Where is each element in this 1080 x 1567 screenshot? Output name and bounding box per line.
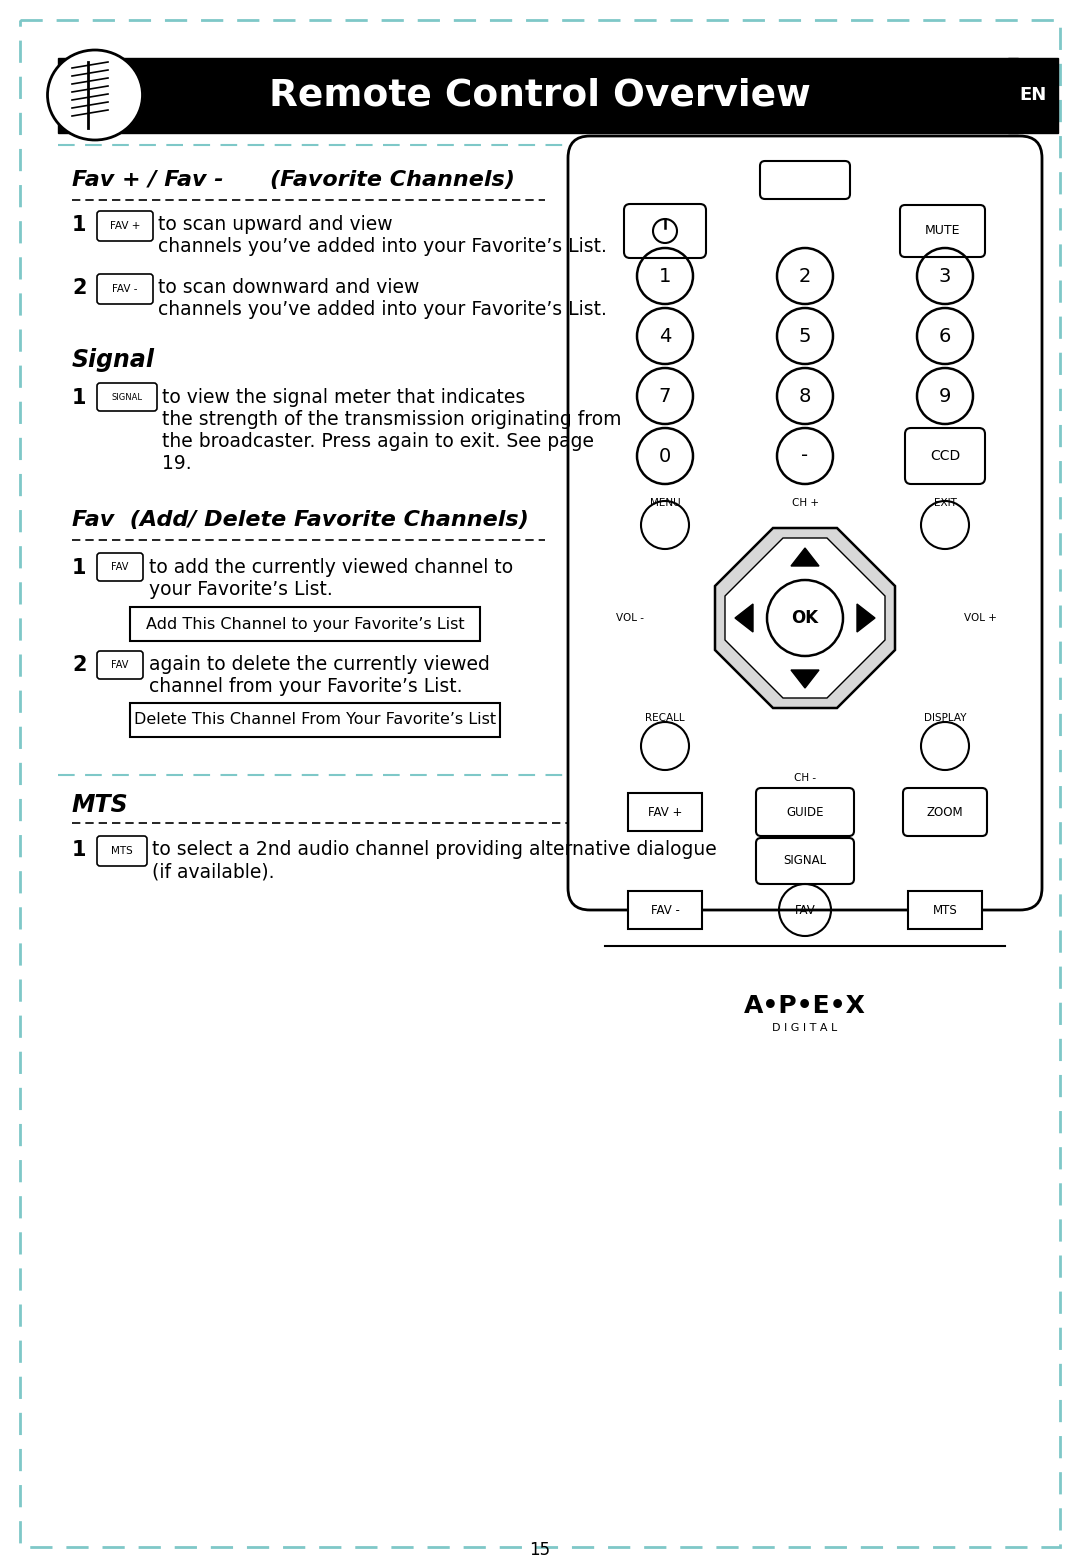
Text: MENU: MENU bbox=[650, 498, 680, 508]
FancyBboxPatch shape bbox=[97, 382, 157, 411]
Text: MTS: MTS bbox=[111, 846, 133, 856]
Polygon shape bbox=[791, 671, 819, 688]
Text: 7: 7 bbox=[659, 387, 671, 406]
Text: Fav + / Fav -      (Favorite Channels): Fav + / Fav - (Favorite Channels) bbox=[72, 169, 515, 190]
Text: to scan upward and view
channels you’ve added into your Favorite’s List.: to scan upward and view channels you’ve … bbox=[158, 215, 607, 255]
FancyBboxPatch shape bbox=[97, 274, 153, 304]
FancyBboxPatch shape bbox=[97, 837, 147, 867]
Bar bbox=[58, 58, 1018, 133]
Text: to select a 2nd audio channel providing alternative dialogue
(if available).: to select a 2nd audio channel providing … bbox=[152, 840, 717, 881]
Text: SIGNAL: SIGNAL bbox=[111, 392, 143, 401]
Text: 2: 2 bbox=[72, 277, 86, 298]
FancyBboxPatch shape bbox=[21, 20, 1059, 1547]
Text: FAV -: FAV - bbox=[650, 904, 679, 917]
Text: ZOOM: ZOOM bbox=[927, 805, 963, 818]
FancyBboxPatch shape bbox=[568, 136, 1042, 910]
Text: VOL -: VOL - bbox=[616, 613, 644, 624]
Text: OK: OK bbox=[792, 610, 819, 627]
Text: CH +: CH + bbox=[792, 498, 819, 508]
Text: 1: 1 bbox=[72, 558, 86, 578]
Text: again to delete the currently viewed
channel from your Favorite’s List.: again to delete the currently viewed cha… bbox=[149, 655, 490, 696]
Text: Delete This Channel From Your Favorite’s List: Delete This Channel From Your Favorite’s… bbox=[134, 713, 496, 727]
Text: 15: 15 bbox=[529, 1540, 551, 1559]
FancyBboxPatch shape bbox=[97, 212, 153, 241]
Text: 2: 2 bbox=[72, 655, 86, 675]
Ellipse shape bbox=[48, 50, 143, 139]
Text: 9: 9 bbox=[939, 387, 951, 406]
Text: Signal: Signal bbox=[72, 348, 156, 371]
Text: EXIT: EXIT bbox=[933, 498, 957, 508]
FancyBboxPatch shape bbox=[905, 428, 985, 484]
Text: FAV: FAV bbox=[111, 563, 129, 572]
Text: 6: 6 bbox=[939, 326, 951, 345]
Text: MUTE: MUTE bbox=[926, 224, 961, 238]
FancyBboxPatch shape bbox=[627, 892, 702, 929]
FancyBboxPatch shape bbox=[97, 553, 143, 581]
Text: 0: 0 bbox=[659, 447, 671, 465]
Circle shape bbox=[767, 580, 843, 657]
Polygon shape bbox=[735, 603, 753, 632]
Text: EN: EN bbox=[1020, 86, 1047, 103]
Text: 4: 4 bbox=[659, 326, 671, 345]
Text: FAV +: FAV + bbox=[648, 805, 683, 818]
FancyBboxPatch shape bbox=[130, 606, 480, 641]
Text: FAV -: FAV - bbox=[112, 284, 138, 295]
Text: VOL +: VOL + bbox=[963, 613, 997, 624]
Text: A•P•E•X: A•P•E•X bbox=[744, 993, 866, 1019]
Text: 1: 1 bbox=[72, 215, 86, 235]
Text: to scan downward and view
channels you’ve added into your Favorite’s List.: to scan downward and view channels you’v… bbox=[158, 277, 607, 320]
Polygon shape bbox=[791, 548, 819, 566]
Text: 1: 1 bbox=[659, 266, 671, 285]
Text: MTS: MTS bbox=[72, 793, 129, 816]
FancyBboxPatch shape bbox=[97, 650, 143, 679]
Text: CCD: CCD bbox=[930, 450, 960, 462]
Text: D I G I T A L: D I G I T A L bbox=[772, 1023, 838, 1033]
Text: 2: 2 bbox=[799, 266, 811, 285]
Text: to add the currently viewed channel to
your Favorite’s List.: to add the currently viewed channel to y… bbox=[149, 558, 513, 599]
FancyBboxPatch shape bbox=[900, 205, 985, 257]
Text: FAV +: FAV + bbox=[110, 221, 140, 230]
FancyBboxPatch shape bbox=[624, 204, 706, 259]
FancyBboxPatch shape bbox=[756, 838, 854, 884]
Polygon shape bbox=[858, 603, 875, 632]
Text: MTS: MTS bbox=[933, 904, 957, 917]
Bar bbox=[1008, 58, 1058, 133]
FancyBboxPatch shape bbox=[130, 704, 500, 736]
Text: 1: 1 bbox=[72, 389, 86, 407]
Text: SIGNAL: SIGNAL bbox=[783, 854, 826, 868]
FancyBboxPatch shape bbox=[756, 788, 854, 837]
Text: CH -: CH - bbox=[794, 773, 816, 784]
Text: DISPLAY: DISPLAY bbox=[923, 713, 967, 722]
FancyBboxPatch shape bbox=[908, 892, 982, 929]
FancyBboxPatch shape bbox=[627, 793, 702, 831]
Text: 8: 8 bbox=[799, 387, 811, 406]
Polygon shape bbox=[725, 537, 885, 697]
FancyBboxPatch shape bbox=[760, 161, 850, 199]
Text: Remote Control Overview: Remote Control Overview bbox=[269, 77, 811, 113]
Text: 1: 1 bbox=[72, 840, 86, 860]
Polygon shape bbox=[715, 528, 895, 708]
Text: Add This Channel to your Favorite’s List: Add This Channel to your Favorite’s List bbox=[146, 616, 464, 632]
Text: GUIDE: GUIDE bbox=[786, 805, 824, 818]
Text: to view the signal meter that indicates
the strength of the transmission origina: to view the signal meter that indicates … bbox=[162, 389, 621, 473]
Text: 5: 5 bbox=[799, 326, 811, 345]
Text: -: - bbox=[801, 447, 809, 465]
Text: Fav  (Add/ Delete Favorite Channels): Fav (Add/ Delete Favorite Channels) bbox=[72, 509, 529, 530]
Text: FAV: FAV bbox=[111, 660, 129, 671]
Text: 3: 3 bbox=[939, 266, 951, 285]
Text: RECALL: RECALL bbox=[645, 713, 685, 722]
Text: FAV: FAV bbox=[795, 904, 815, 917]
FancyBboxPatch shape bbox=[903, 788, 987, 837]
